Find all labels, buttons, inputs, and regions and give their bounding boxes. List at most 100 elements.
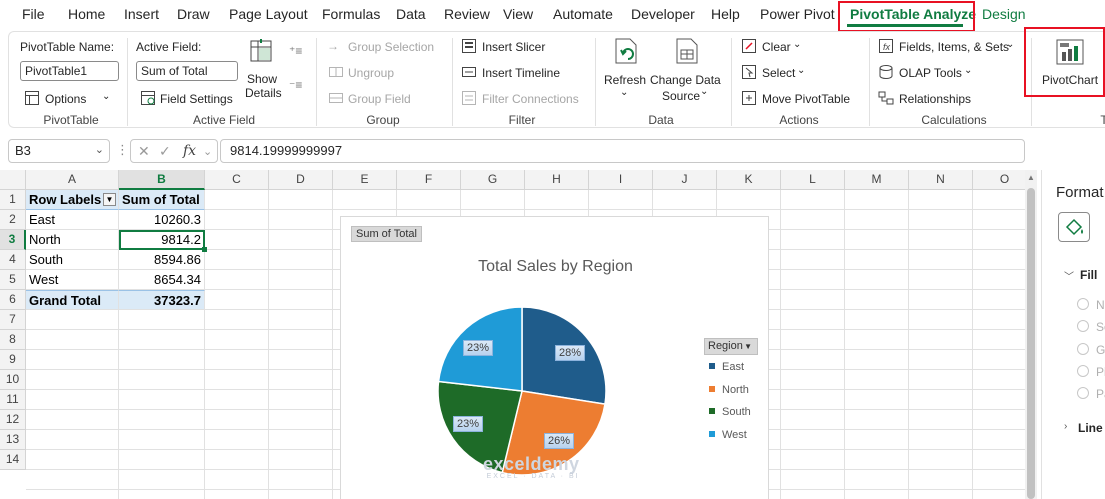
refresh-chevron-icon[interactable]: ⌄: [620, 87, 629, 98]
pivot-row-label[interactable]: West: [26, 270, 119, 290]
change-data-source-line1[interactable]: Change Data: [650, 73, 721, 87]
relationships-button[interactable]: Relationships: [899, 92, 972, 106]
tab-view[interactable]: View: [503, 6, 534, 22]
row-header[interactable]: 7: [0, 310, 26, 330]
column-header[interactable]: J: [653, 170, 717, 190]
column-header[interactable]: H: [525, 170, 589, 190]
chevron-down-icon[interactable]: ﹀: [1064, 272, 1074, 283]
chevron-right-icon[interactable]: ›: [1064, 421, 1068, 432]
data-label-north[interactable]: 26%: [544, 433, 575, 449]
group-field-button[interactable]: Group Field: [348, 92, 411, 106]
pivot-row-value[interactable]: 8654.34: [119, 270, 205, 290]
row-header[interactable]: 14: [0, 450, 26, 470]
move-pivottable-button[interactable]: Move PivotTable: [762, 92, 851, 106]
select-chevron-icon[interactable]: ⌄: [797, 65, 806, 76]
insert-function-icon[interactable]: fx: [183, 143, 197, 159]
legend-item-east[interactable]: East: [709, 361, 744, 373]
row-header[interactable]: 11: [0, 390, 26, 410]
name-box[interactable]: B3 ⌄: [8, 139, 110, 163]
column-header[interactable]: O: [973, 170, 1025, 190]
expand-field-icon[interactable]: ⁺≡: [289, 44, 303, 58]
field-settings-button[interactable]: Field Settings: [160, 92, 233, 106]
refresh-button[interactable]: Refresh: [604, 73, 647, 87]
options-button[interactable]: Options: [45, 92, 87, 106]
tab-page-layout[interactable]: Page Layout: [229, 6, 308, 22]
pie-slice-north[interactable]: [501, 390, 606, 476]
cancel-icon[interactable]: ✕: [138, 143, 150, 159]
line-section-label[interactable]: Line: [1078, 421, 1103, 435]
tab-pivottable-analyze[interactable]: PivotTable Analyze: [850, 6, 977, 22]
pivottable-name-input[interactable]: PivotTable1: [20, 61, 119, 81]
radio-option[interactable]: [1077, 343, 1089, 355]
data-label-south[interactable]: 23%: [453, 416, 484, 432]
formula-input[interactable]: 9814.19999999997: [220, 139, 1025, 163]
select-all-corner[interactable]: [0, 170, 26, 190]
column-header[interactable]: N: [909, 170, 973, 190]
chart-title[interactable]: Total Sales by Region: [478, 258, 633, 275]
tab-insert[interactable]: Insert: [124, 6, 160, 22]
pivot-header-sum-of-total[interactable]: Sum of Total: [119, 190, 205, 210]
legend-item-north[interactable]: North: [709, 384, 749, 396]
chart-field-button[interactable]: Sum of Total: [351, 226, 422, 242]
column-header[interactable]: A: [26, 170, 119, 190]
scrollbar-thumb[interactable]: [1027, 188, 1035, 499]
column-header[interactable]: C: [205, 170, 269, 190]
data-label-west[interactable]: 23%: [463, 340, 494, 356]
olap-tools-button[interactable]: OLAP Tools: [899, 66, 962, 80]
options-chevron-icon[interactable]: ⌄: [102, 91, 111, 102]
legend-item-south[interactable]: South: [709, 406, 751, 418]
pivot-row-label[interactable]: North: [26, 230, 119, 250]
row-header[interactable]: 4: [0, 250, 26, 270]
radio-option[interactable]: [1077, 320, 1089, 332]
scroll-up-icon[interactable]: ▲: [1027, 173, 1035, 182]
pivot-row-label[interactable]: East: [26, 210, 119, 230]
clear-chevron-icon[interactable]: ⌄: [793, 39, 802, 50]
fill-section-label[interactable]: Fill: [1080, 268, 1098, 282]
column-header[interactable]: B: [119, 170, 205, 190]
tab-draw[interactable]: Draw: [177, 6, 210, 22]
row-header[interactable]: 10: [0, 370, 26, 390]
active-cell[interactable]: 9814.2: [119, 230, 205, 250]
more-icon[interactable]: ⋮: [116, 142, 129, 157]
fill-handle[interactable]: [202, 247, 207, 252]
legend-item-west[interactable]: West: [709, 429, 747, 441]
column-header[interactable]: E: [333, 170, 397, 190]
row-header[interactable]: 5: [0, 270, 26, 290]
group-selection-button[interactable]: Group Selection: [348, 40, 435, 54]
tab-review[interactable]: Review: [444, 6, 490, 22]
worksheet-grid[interactable]: Row Labels ▼ Sum of Total East 10260.3 N…: [0, 170, 1025, 499]
pivot-row-value[interactable]: 10260.3: [119, 210, 205, 230]
ungroup-button[interactable]: Ungroup: [348, 66, 395, 80]
tab-power-pivot[interactable]: Power Pivot: [760, 6, 835, 22]
column-header[interactable]: G: [461, 170, 525, 190]
radio-option[interactable]: [1077, 387, 1089, 399]
pivotchart-button[interactable]: PivotChart: [1042, 73, 1099, 87]
column-header[interactable]: I: [589, 170, 653, 190]
pivot-grand-total-label[interactable]: Grand Total: [26, 290, 119, 310]
pivot-header-row-labels[interactable]: Row Labels ▼: [26, 190, 119, 210]
tab-developer[interactable]: Developer: [631, 6, 695, 22]
row-header[interactable]: 12: [0, 410, 26, 430]
change-data-source-line2[interactable]: Source: [662, 89, 701, 103]
collapse-field-icon[interactable]: ⁻≡: [289, 78, 303, 92]
pivot-chart[interactable]: Sum of Total Total Sales by Region 23% 2…: [340, 216, 769, 499]
column-header[interactable]: F: [397, 170, 461, 190]
legend-filter-button[interactable]: Region ▼: [704, 338, 758, 355]
insert-slicer-button[interactable]: Insert Slicer: [482, 40, 546, 54]
active-field-input[interactable]: Sum of Total: [136, 61, 238, 81]
tab-file[interactable]: File: [22, 6, 45, 22]
column-header[interactable]: L: [781, 170, 845, 190]
row-header[interactable]: 6: [0, 290, 26, 310]
select-button[interactable]: Select: [762, 66, 796, 80]
radio-option[interactable]: [1077, 298, 1089, 310]
chevron-down-icon[interactable]: ⌄: [203, 146, 213, 158]
fields-items-sets-chevron-icon[interactable]: ⌄: [1006, 39, 1015, 50]
insert-timeline-button[interactable]: Insert Timeline: [482, 66, 561, 80]
chevron-down-icon[interactable]: ⌄: [94, 144, 104, 156]
fields-items-sets-button[interactable]: Fields, Items, & Sets: [899, 40, 1010, 54]
row-header[interactable]: 1: [0, 190, 26, 210]
column-header[interactable]: D: [269, 170, 333, 190]
column-header[interactable]: K: [717, 170, 781, 190]
radio-option[interactable]: [1077, 365, 1089, 377]
clear-button[interactable]: Clear: [762, 40, 791, 54]
